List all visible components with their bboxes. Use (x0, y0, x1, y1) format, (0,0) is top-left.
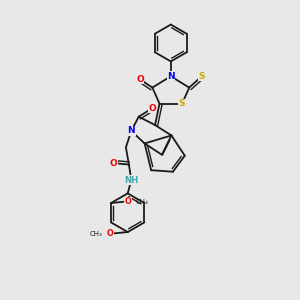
Text: O: O (125, 197, 132, 206)
Text: NH: NH (124, 176, 138, 184)
Text: O: O (148, 104, 156, 113)
Text: O: O (136, 75, 144, 84)
Text: N: N (167, 72, 175, 81)
Text: S: S (179, 99, 185, 108)
Text: N: N (128, 127, 135, 136)
Text: O: O (106, 229, 113, 238)
Text: O: O (110, 159, 117, 168)
Text: S: S (199, 72, 205, 81)
Text: CH₃: CH₃ (135, 199, 148, 205)
Text: CH₃: CH₃ (90, 230, 103, 236)
